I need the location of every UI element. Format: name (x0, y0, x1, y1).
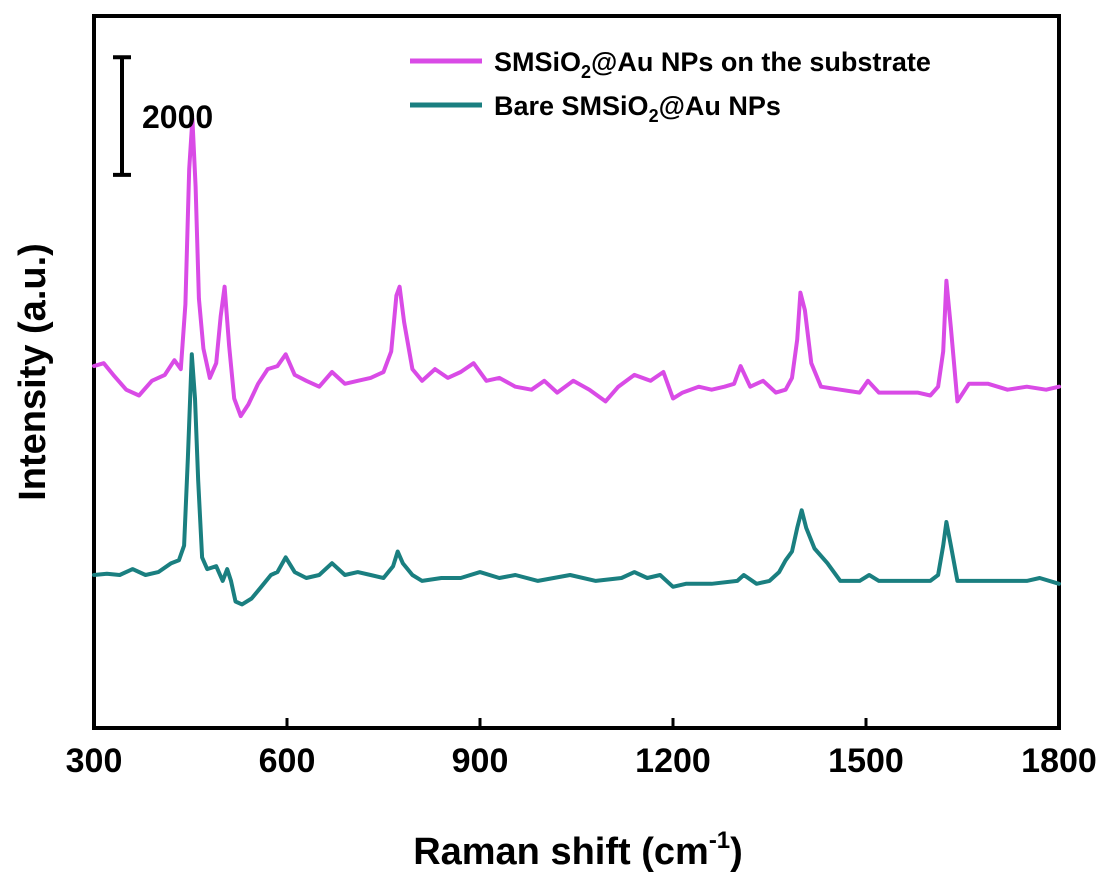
scale-bar-label: 2000 (142, 99, 213, 135)
x-tick-label: 600 (259, 742, 316, 780)
scale-bar: 2000 (113, 55, 213, 177)
series-line-substrate (92, 117, 1061, 419)
series-layer (92, 117, 1061, 607)
x-tick-label: 1200 (635, 742, 711, 780)
plot-frame (92, 14, 1061, 730)
x-axis-title-superscript: -1 (709, 827, 730, 854)
legend-label-bare: Bare SMSiO2@Au NPs (494, 91, 781, 126)
x-axis-title: Raman shift (cm-1) (413, 827, 743, 873)
x-tick-label: 1800 (1021, 742, 1097, 780)
legend-label-substrate: SMSiO2@Au NPs on the substrate (494, 47, 931, 82)
legend: SMSiO2@Au NPs on the substrate Bare SMSi… (410, 47, 931, 126)
x-tick-label: 1500 (828, 742, 904, 780)
series-line-bare (92, 352, 1061, 607)
legend-item-substrate: SMSiO2@Au NPs on the substrate (410, 47, 931, 82)
x-tick-label: 300 (66, 742, 123, 780)
x-tick-label: 900 (452, 742, 509, 780)
x-axis-ticks: 300 600 900 1200 1500 1800 (66, 718, 1097, 780)
y-axis-title: Intensity (a.u.) (12, 243, 54, 501)
legend-item-bare: Bare SMSiO2@Au NPs (410, 91, 781, 126)
